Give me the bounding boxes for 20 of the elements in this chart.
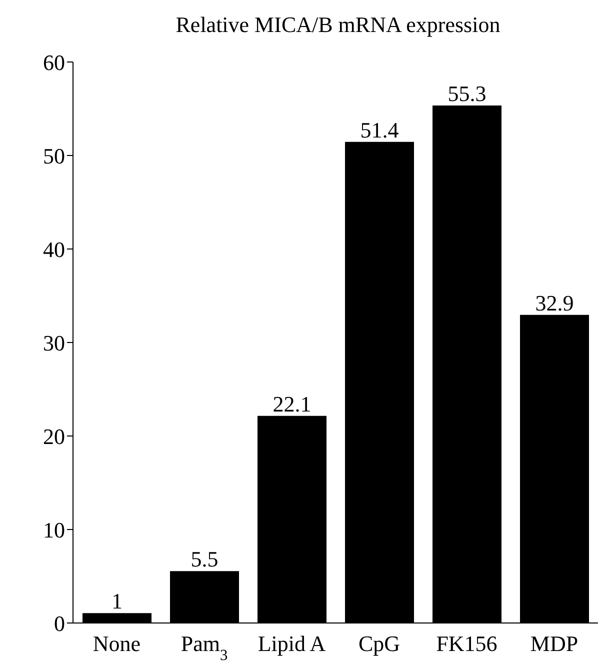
data-label: 1 xyxy=(112,588,122,614)
y-tick-label: 60 xyxy=(43,50,65,75)
y-tick-label: 0 xyxy=(54,610,65,636)
x-tick-label: None xyxy=(92,631,141,656)
chart-title: Relative MICA/B mRNA expression xyxy=(174,11,502,39)
y-tick-label: 40 xyxy=(43,236,65,262)
x-tick-label: Pam$_{3}$ xyxy=(180,631,228,664)
data-label: 32.9 xyxy=(535,290,574,316)
data-label: 55.3 xyxy=(448,80,486,106)
data-label: 51.4 xyxy=(360,117,399,142)
x-tick-label: CpG xyxy=(358,631,400,656)
data-label: 5.5 xyxy=(190,546,218,572)
y-tick-label: 50 xyxy=(43,143,65,168)
y-tick-label: 10 xyxy=(43,517,65,542)
x-tick-label: MDP xyxy=(530,631,578,656)
x-tick-label: FK156 xyxy=(436,631,498,656)
x-tick-label: Lipid A xyxy=(258,631,326,656)
y-tick-label: 30 xyxy=(43,330,65,356)
data-label: 22.1 xyxy=(272,391,312,416)
y-tick-label: 20 xyxy=(43,424,65,449)
